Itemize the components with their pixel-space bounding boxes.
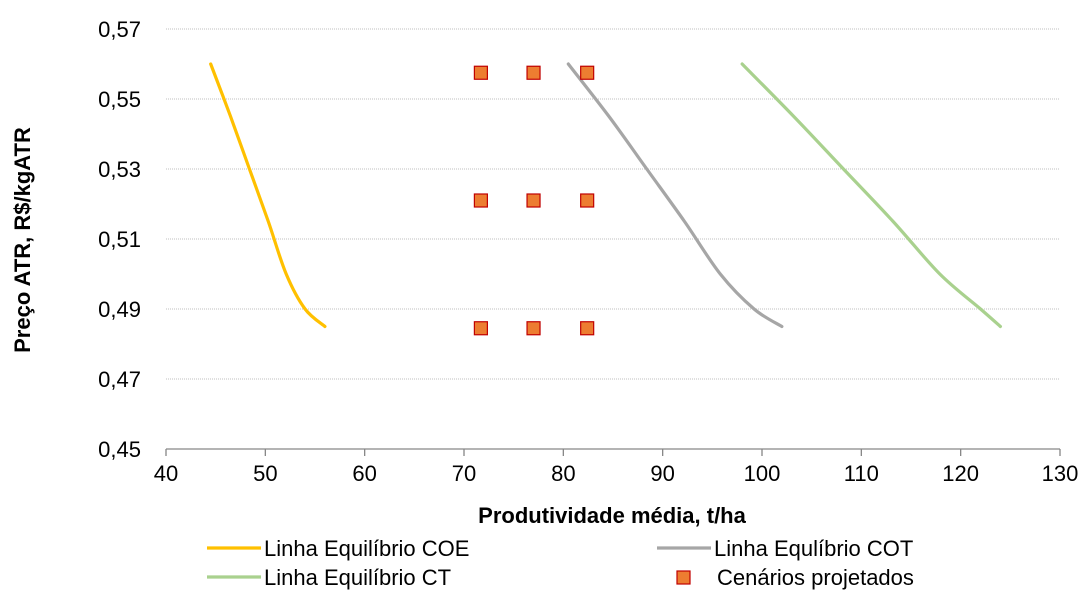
series-line-1 — [566, 62, 784, 329]
x-axis-title: Produtividade média, t/ha — [478, 503, 746, 528]
grid-lines — [166, 28, 1060, 380]
x-tick-label: 110 — [844, 461, 879, 486]
scatter-point — [580, 321, 595, 336]
scatter-point — [526, 193, 541, 208]
y-tick-label: 0,49 — [98, 297, 141, 322]
legend-label: Cenários projetados — [717, 565, 914, 590]
y-axis-title: Preço ATR, R$/kgATR — [10, 127, 35, 353]
y-tick-label: 0,51 — [98, 227, 141, 252]
x-tick-label: 40 — [154, 461, 178, 486]
x-tick-label: 60 — [352, 461, 376, 486]
x-tick-label: 120 — [942, 461, 979, 486]
x-tick-label: 50 — [253, 461, 277, 486]
x-tick-label: 90 — [650, 461, 674, 486]
series-layer — [209, 62, 1002, 336]
legend: Linha Equilíbrio COE Linha Equlíbrio COT L… — [207, 536, 914, 590]
scatter-point — [526, 321, 541, 336]
y-tick-label: 0,53 — [98, 157, 141, 182]
legend-label: Linha Equlíbrio COT — [714, 536, 913, 561]
scatter-point — [580, 65, 595, 80]
legend-label: Linha Equilíbrio CT — [264, 565, 451, 590]
x-tick-label: 80 — [551, 461, 575, 486]
y-tick-label: 0,55 — [98, 87, 141, 112]
x-tick-label: 100 — [744, 461, 781, 486]
series-line-0 — [209, 62, 327, 329]
y-tick-label: 0,57 — [98, 17, 141, 42]
axes — [165, 448, 1061, 456]
legend-swatch-marker — [676, 570, 691, 585]
legend-label: Linha Equilíbrio COE — [264, 536, 469, 561]
scatter-point — [580, 193, 595, 208]
tick-labels: 0,45 0,47 0,49 0,51 0,53 0,55 0,57 40 50 60 70 80 90… — [98, 17, 1078, 486]
x-tick-label: 70 — [452, 461, 476, 486]
scatter-point — [473, 321, 488, 336]
scatter-point — [473, 65, 488, 80]
series-line-2 — [740, 62, 1002, 329]
scatter-point — [526, 65, 541, 80]
y-tick-label: 0,45 — [98, 437, 141, 462]
y-tick-label: 0,47 — [98, 367, 141, 392]
x-tick-label: 130 — [1042, 461, 1079, 486]
scatter-point — [473, 193, 488, 208]
